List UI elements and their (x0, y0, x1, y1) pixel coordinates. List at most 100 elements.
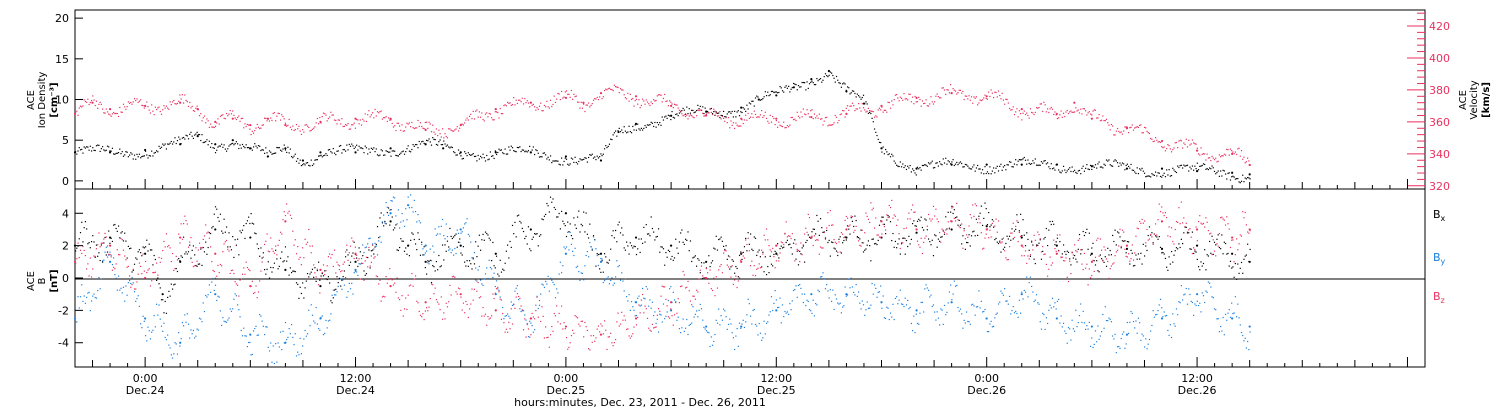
sample-point (124, 300, 126, 302)
sample-point (510, 145, 512, 147)
sample-point (648, 233, 650, 235)
sample-point (151, 331, 153, 333)
sample-point (595, 158, 597, 161)
sample-point (1056, 300, 1059, 303)
sample-point (622, 89, 624, 91)
data-point (196, 135, 199, 138)
sample-point (819, 246, 822, 248)
sample-point (718, 269, 720, 271)
sample-point (983, 310, 985, 313)
sample-point (786, 124, 789, 127)
sample-point (376, 275, 379, 278)
sample-point (1029, 163, 1032, 165)
sample-point (108, 146, 110, 148)
sample-point (396, 249, 398, 251)
sample-point (265, 147, 267, 149)
sample-point (827, 290, 829, 292)
sample-point (130, 247, 132, 249)
sample-point (77, 114, 79, 116)
sample-point (546, 283, 548, 285)
sample-point (88, 149, 90, 151)
sample-point (964, 248, 966, 250)
sample-point (320, 154, 322, 156)
sample-point (966, 311, 968, 313)
sample-point (870, 304, 872, 306)
sample-point (417, 302, 419, 304)
sample-point (169, 142, 171, 144)
sample-point (384, 222, 386, 224)
sample-point (743, 257, 746, 259)
sample-point (432, 245, 434, 247)
sample-point (876, 243, 878, 246)
sample-point (381, 150, 384, 152)
sample-point (113, 111, 115, 114)
sample-point (343, 149, 345, 151)
sample-point (1015, 111, 1017, 113)
sample-point (606, 277, 608, 279)
sample-point (491, 117, 493, 119)
sample-point (572, 158, 574, 160)
sample-point (775, 252, 777, 254)
sample-point (777, 306, 779, 309)
sample-point (92, 268, 94, 270)
sample-point (520, 101, 522, 103)
sample-point (121, 151, 123, 153)
sample-point (714, 295, 716, 297)
sample-point (954, 217, 957, 219)
sample-point (1081, 167, 1083, 169)
sample-point (894, 162, 897, 164)
sample-point (700, 265, 703, 267)
sample-point (535, 304, 537, 306)
sample-point (797, 284, 800, 287)
sample-point (1172, 313, 1174, 315)
sample-point (410, 284, 412, 286)
sample-point (963, 228, 965, 230)
sample-point (146, 154, 148, 156)
sample-point (567, 231, 569, 233)
sample-point (500, 318, 503, 320)
data-point (231, 117, 234, 120)
sample-point (783, 246, 785, 248)
sample-point (1249, 248, 1251, 251)
sample-point (1170, 174, 1173, 177)
sample-point (450, 235, 452, 238)
sample-point (508, 146, 510, 148)
sample-point (780, 322, 782, 324)
sample-point (757, 334, 759, 336)
sample-point (93, 241, 95, 243)
sample-point (718, 112, 720, 114)
sample-point (848, 109, 850, 111)
sample-point (262, 256, 264, 258)
sample-point (492, 155, 494, 157)
sample-point (167, 143, 169, 145)
sample-point (498, 117, 500, 119)
sample-point (110, 237, 112, 239)
sample-point (930, 162, 932, 164)
sample-point (500, 149, 503, 151)
sample-point (77, 150, 79, 152)
sample-point (834, 81, 836, 83)
sample-point (1148, 175, 1151, 177)
sample-point (1101, 119, 1103, 121)
sample-point (1202, 153, 1205, 155)
sample-point (1017, 116, 1019, 118)
sample-point (1098, 113, 1100, 116)
sample-point (558, 273, 560, 275)
sample-point (957, 306, 959, 309)
sample-point (1169, 148, 1171, 150)
sample-point (634, 124, 636, 126)
sample-point (677, 252, 679, 254)
sample-point (289, 267, 291, 269)
sample-point (340, 278, 342, 280)
sample-point (347, 254, 349, 256)
sample-point (160, 325, 163, 327)
sample-point (530, 334, 532, 336)
sample-point (421, 316, 423, 318)
sample-point (525, 235, 527, 238)
sample-point (670, 118, 672, 121)
panel1-ytick-label: 5 (62, 134, 69, 147)
sample-point (574, 156, 576, 158)
sample-point (1146, 175, 1148, 177)
sample-point (352, 252, 354, 254)
sample-point (818, 113, 820, 115)
